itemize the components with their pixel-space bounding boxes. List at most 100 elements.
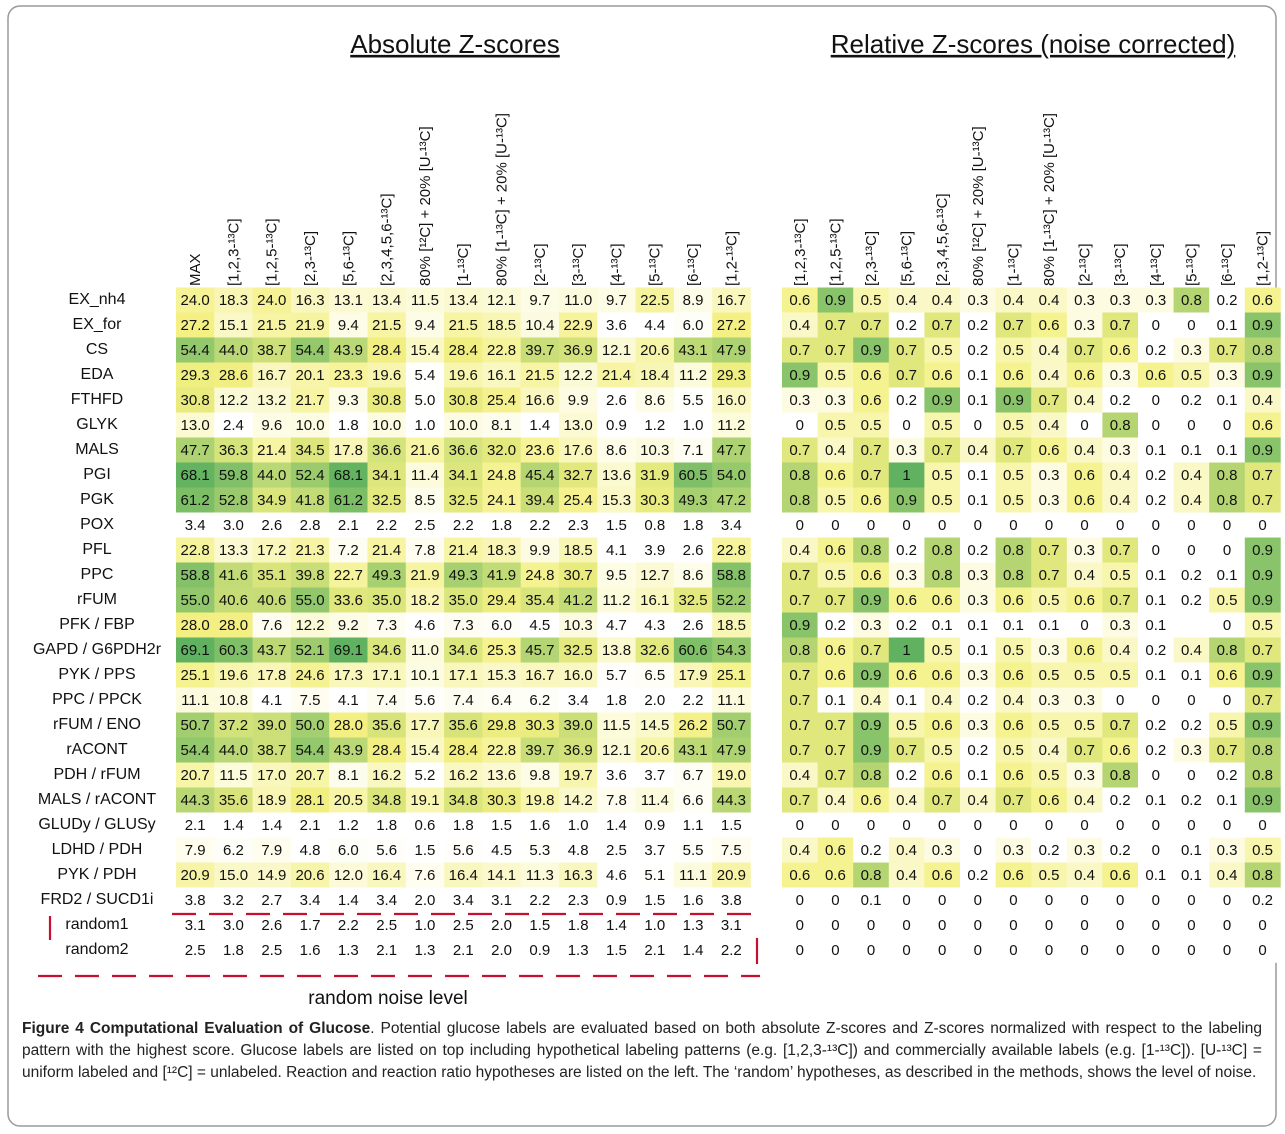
cell-value: 2.0 xyxy=(491,917,512,934)
heat-cell xyxy=(1244,487,1281,513)
cell-value: 0.8 xyxy=(789,467,810,484)
heat-cell xyxy=(712,637,751,663)
heat-cell xyxy=(176,862,215,888)
heat-cell xyxy=(405,287,445,313)
cell-value: 24.8 xyxy=(525,567,554,584)
heat-cell xyxy=(252,687,292,713)
cell-value: 0.7 xyxy=(789,567,810,584)
cell-value: 0 xyxy=(1009,942,1017,959)
cell-value: 0.1 xyxy=(1181,867,1202,884)
cell-value: 32.7 xyxy=(564,467,593,484)
heat-cell xyxy=(817,462,854,488)
heat-cell xyxy=(673,587,713,613)
heat-cell xyxy=(635,937,675,963)
cell-value: 0 xyxy=(1152,892,1160,909)
heat-cell xyxy=(482,887,521,913)
cell-value: 0 xyxy=(1152,917,1160,934)
heat-cell xyxy=(853,512,890,538)
cell-value: 22.8 xyxy=(181,542,210,559)
cell-value: 60.3 xyxy=(219,642,248,659)
heat-cell xyxy=(782,737,818,763)
cell-value: 0.2 xyxy=(1039,842,1060,859)
cell-value: 34.1 xyxy=(449,467,478,484)
heat-cell xyxy=(1209,787,1246,813)
row-label: PFK / FBP xyxy=(59,616,135,633)
cell-value: 16.6 xyxy=(525,392,554,409)
heat-cell xyxy=(817,537,854,563)
heat-cell xyxy=(960,837,996,863)
heat-cell xyxy=(1066,437,1103,463)
heat-cell xyxy=(520,812,560,838)
heat-cell xyxy=(1244,362,1281,388)
heat-cell xyxy=(924,412,961,438)
cell-value: 0.4 xyxy=(1039,742,1060,759)
heat-cell xyxy=(559,687,598,713)
heat-cell xyxy=(252,387,292,413)
cell-value: 0.5 xyxy=(1252,842,1273,859)
heat-cell xyxy=(290,812,330,838)
cell-value: 0.6 xyxy=(1003,717,1024,734)
row-label: MALS xyxy=(75,441,119,458)
heat-cell xyxy=(853,737,890,763)
cell-value: 1.4 xyxy=(606,917,627,934)
heat-cell xyxy=(559,612,598,638)
cell-value: 0.1 xyxy=(1145,792,1166,809)
cell-value: 15.4 xyxy=(410,342,439,359)
cell-value: 20.6 xyxy=(295,867,324,884)
cell-value: 0.8 xyxy=(1003,567,1024,584)
heat-cell xyxy=(1173,712,1210,738)
heat-cell xyxy=(520,637,560,663)
cell-value: 44.0 xyxy=(257,467,286,484)
cell-value: 21.6 xyxy=(410,442,439,459)
heat-cell xyxy=(214,737,253,763)
row-label: PDH / rFUM xyxy=(53,766,140,783)
cell-value: 0 xyxy=(902,517,910,534)
cell-value: 18.3 xyxy=(487,542,516,559)
heat-cell xyxy=(888,762,925,788)
heat-cell xyxy=(559,562,598,588)
heat-cell xyxy=(482,612,521,638)
heat-cell xyxy=(214,762,253,788)
cell-value: 0.7 xyxy=(1252,642,1273,659)
row-label: POX xyxy=(80,516,114,533)
row-label: PPC / PPCK xyxy=(52,691,142,708)
cell-value: 0.2 xyxy=(1217,292,1238,309)
heat-cell xyxy=(960,712,996,738)
cell-value: 4.1 xyxy=(606,542,627,559)
heat-cell xyxy=(888,437,925,463)
heat-cell xyxy=(888,412,925,438)
cell-value: 0.2 xyxy=(896,617,917,634)
cell-value: 0.7 xyxy=(789,742,810,759)
cell-value: 0 xyxy=(1045,942,1053,959)
cell-value: 4.3 xyxy=(644,617,665,634)
cell-value: 0.2 xyxy=(825,617,846,634)
cell-value: 3.1 xyxy=(185,917,206,934)
cell-value: 0.6 xyxy=(1003,367,1024,384)
cell-value: 3.4 xyxy=(568,692,589,709)
cell-value: 1.5 xyxy=(721,817,742,834)
cell-value: 0.6 xyxy=(861,367,882,384)
cell-value: 58.8 xyxy=(717,567,746,584)
cell-value: 32.5 xyxy=(564,642,593,659)
cell-value: 0.7 xyxy=(1217,742,1238,759)
cell-value: 0.5 xyxy=(1252,617,1273,634)
cell-value: 0 xyxy=(831,892,839,909)
heat-cell xyxy=(673,662,713,688)
heat-cell xyxy=(817,887,854,913)
heat-cell xyxy=(635,537,675,563)
cell-value: 3.6 xyxy=(606,767,627,784)
cell-value: 0.5 xyxy=(1039,767,1060,784)
heat-cell xyxy=(888,512,925,538)
heat-cell xyxy=(1209,312,1246,338)
heat-cell xyxy=(1102,312,1139,338)
heat-cell xyxy=(597,562,636,588)
cell-value: 2.2 xyxy=(721,942,742,959)
cell-value: 35.6 xyxy=(449,717,478,734)
row-label: PGK xyxy=(80,491,114,508)
heat-cell xyxy=(673,762,713,788)
cell-value: 20.7 xyxy=(181,767,210,784)
heat-cell xyxy=(520,737,560,763)
heat-cell xyxy=(673,512,713,538)
cell-value: 0.2 xyxy=(1110,392,1131,409)
